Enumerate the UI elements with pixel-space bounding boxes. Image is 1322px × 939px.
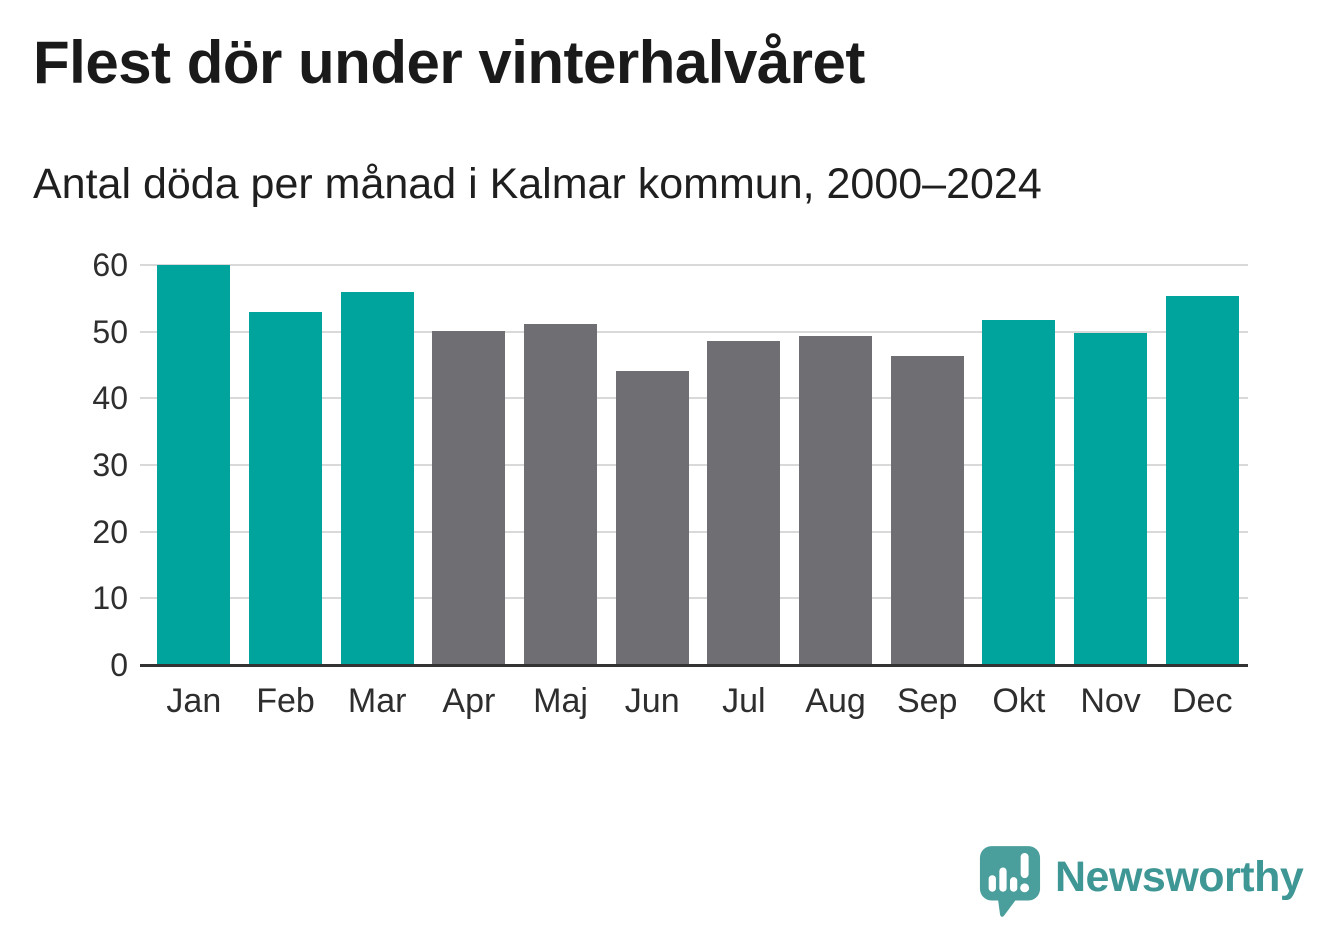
x-axis-tick-label: Nov <box>1080 682 1141 720</box>
bar-aug <box>799 335 873 665</box>
y-axis-tick-label: 10 <box>92 580 128 617</box>
chart-subtitle: Antal döda per månad i Kalmar kommun, 20… <box>33 160 1042 208</box>
x-axis-tick-label: Jan <box>166 682 222 720</box>
bar-slot <box>1156 265 1248 665</box>
bar-slot <box>790 265 882 665</box>
x-axis-tick-label: Apr <box>442 682 496 720</box>
bar-jul <box>707 341 781 665</box>
logo-exclamation-dot <box>1020 883 1030 893</box>
bar-slot <box>148 265 240 665</box>
logo-bar-2 <box>999 867 1007 892</box>
gridline-50 <box>140 330 1248 333</box>
x-axis-tick-label: Dec <box>1171 682 1233 720</box>
bar-slot <box>1065 265 1157 665</box>
x-axis-line <box>140 663 1248 667</box>
bar-dec <box>1165 295 1239 665</box>
y-axis-tick-label: 20 <box>92 513 128 550</box>
chart-title: Flest dör under vinterhalvåret <box>33 29 865 96</box>
gridline-60 <box>140 264 1248 266</box>
x-axis-tick-label: Jul <box>722 682 766 720</box>
y-axis-tick-label: 0 <box>110 647 128 683</box>
y-axis-tick-label: 30 <box>92 447 128 483</box>
y-axis-tick-label: 50 <box>92 313 128 350</box>
bar-jun <box>615 371 689 665</box>
x-axis-tick-label: Okt <box>992 682 1046 720</box>
bar-sep <box>890 355 964 665</box>
gridline-20 <box>140 530 1248 533</box>
bar-feb <box>249 312 322 665</box>
bar-slot <box>606 265 698 665</box>
bar-okt <box>982 320 1056 665</box>
bar-slot <box>973 265 1065 665</box>
x-axis-tick-label: Feb <box>256 682 315 720</box>
bar-slot <box>240 265 332 665</box>
x-axis-tick-label: Sep <box>896 682 958 720</box>
logo-exclamation-line <box>1020 852 1029 879</box>
bar-slot <box>881 265 973 665</box>
x-axis-tick-label: Jun <box>624 682 680 720</box>
x-axis-tick-label: Mar <box>347 682 407 720</box>
bar-apr <box>432 331 506 665</box>
brand-footer: Newsworthy <box>978 844 1304 922</box>
brand-name: Newsworthy <box>1055 852 1304 901</box>
gridline-40 <box>140 397 1248 400</box>
x-axis-labels: Jan Feb Mar Apr Maj Jun Jul Aug Sep Okt Nov Dec <box>148 682 1248 721</box>
bar-jan <box>157 265 231 665</box>
plot-area <box>140 264 1248 667</box>
x-axis-tick-label: Maj <box>533 682 588 720</box>
gridline-10 <box>140 597 1248 600</box>
bar-slot <box>515 265 607 665</box>
bar-slot <box>423 265 515 665</box>
x-axis-tick-label: Aug <box>805 682 866 720</box>
bar-mar <box>340 291 414 665</box>
y-axis-tick-label: 40 <box>92 380 128 417</box>
newsworthy-logo-icon <box>979 846 1041 917</box>
logo-bar-3 <box>1010 877 1018 892</box>
bar-slot <box>331 265 423 665</box>
logo-bar-1 <box>988 875 996 892</box>
y-axis-tick-label: 60 <box>92 247 128 283</box>
bars <box>148 265 1248 665</box>
bar-slot <box>698 265 790 665</box>
gridline-30 <box>140 464 1248 466</box>
bar-maj <box>524 324 598 665</box>
bar-nov <box>1074 333 1148 665</box>
